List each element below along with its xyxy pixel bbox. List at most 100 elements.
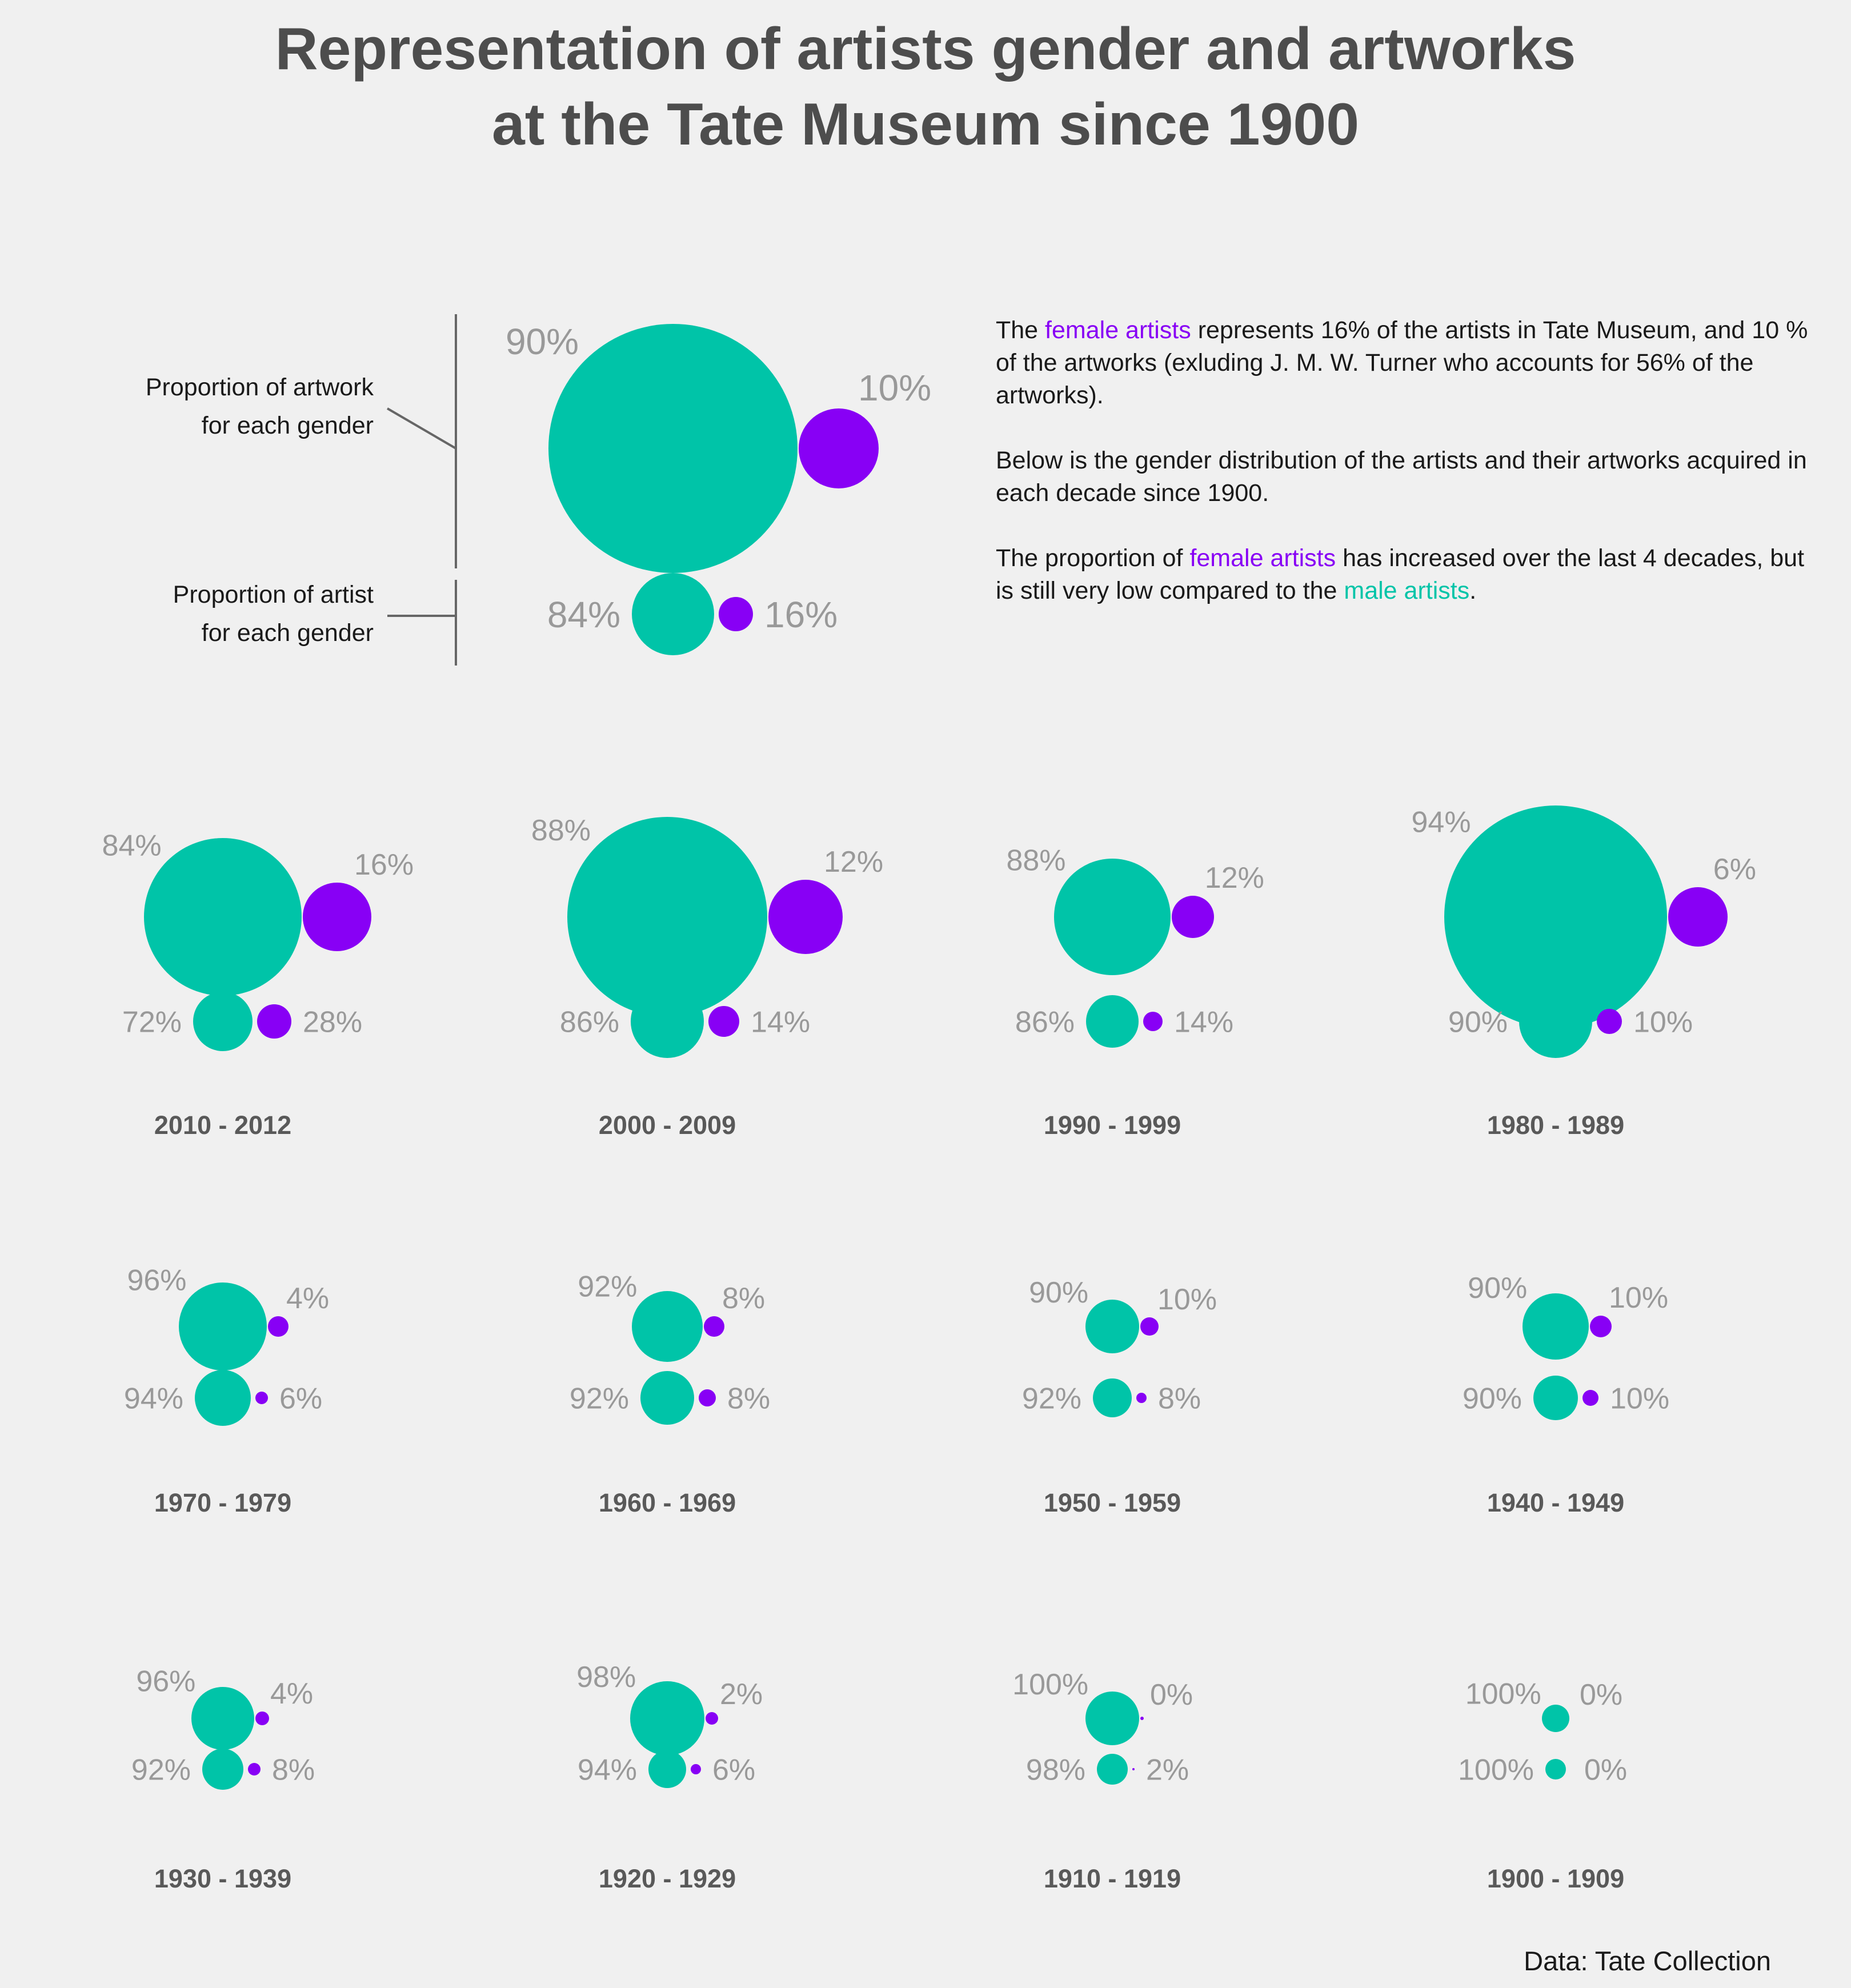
decade-0-artwork-female-label: 16% [354, 848, 414, 881]
decade-0-artwork-female-bubble [303, 883, 371, 951]
decade-8-artwork-male-bubble [191, 1687, 254, 1750]
decade-9-period-label: 1920 - 1929 [599, 1864, 736, 1893]
decade-2-artist-female-bubble [1143, 1012, 1163, 1031]
legend-bracket-artwork-pointer [386, 407, 457, 450]
desc-text: has increased over the last 4 decades, b… [996, 544, 1805, 604]
decade-0-artwork-male-bubble [144, 838, 302, 996]
legend-artwork-label: Proportion of artwork for each gender [31, 368, 374, 445]
decade-2-artwork-male-bubble [1054, 859, 1171, 975]
decade-4-artwork-female-label: 4% [286, 1282, 329, 1315]
overall-artwork-male-bubble [548, 324, 798, 573]
overall-artwork-female-label: 10% [858, 367, 931, 408]
decade-1-artist-male-label: 86% [560, 1006, 619, 1039]
decade-1-artist-female-bubble [708, 1006, 739, 1037]
decade-1-artwork-female-bubble [768, 880, 843, 954]
legend-artist-line-1: Proportion of artist [173, 581, 374, 608]
decade-6-artist-male-bubble [1093, 1378, 1132, 1417]
decade-5-artwork-male-label: 92% [578, 1270, 637, 1303]
legend-brackets [386, 314, 457, 666]
decade-10-artwork-male-label: 100% [1012, 1668, 1088, 1701]
decade-8-artwork-female-bubble [255, 1712, 269, 1725]
decade-5-artwork-female-bubble [704, 1316, 724, 1337]
decade-9-artist-female-bubble [691, 1764, 701, 1774]
decade-7-artist-male-label: 90% [1463, 1382, 1522, 1416]
decade-6-artist-male-label: 92% [1022, 1382, 1081, 1416]
decade-11-artist-male-label: 100% [1458, 1754, 1534, 1787]
decade-1-artwork-female-label: 12% [824, 845, 883, 879]
decade-2-artwork-male-label: 88% [1006, 844, 1065, 877]
decade-10-artist-female-bubble [1132, 1768, 1135, 1770]
decade-8-artist-male-bubble [202, 1749, 243, 1790]
decade-9-artist-male-bubble [648, 1750, 686, 1788]
description-paragraph-3: The proportion of female artists has inc… [996, 542, 1824, 607]
legend-artwork-line-2: for each gender [201, 412, 374, 439]
overall-artwork-male-label: 90% [506, 321, 579, 362]
decade-4-artwork-female-bubble [268, 1316, 289, 1337]
decade-8-artwork-male-label: 96% [136, 1665, 195, 1698]
decade-6-artwork-male-bubble [1085, 1300, 1139, 1353]
decade-7-period-label: 1940 - 1949 [1487, 1488, 1624, 1517]
overall-artist-female-label: 16% [764, 594, 838, 635]
decade-0-artist-male-label: 72% [122, 1006, 182, 1039]
decade-2-artwork-female-bubble [1172, 896, 1214, 938]
decade-11-artwork-female-label: 0% [1580, 1678, 1622, 1712]
decade-0-artist-female-label: 28% [303, 1006, 362, 1039]
decade-4-period-label: 1970 - 1979 [154, 1488, 291, 1517]
decade-3-artist-male-bubble [1519, 985, 1592, 1058]
overall-artist-female-bubble [719, 597, 753, 631]
decade-3-artwork-male-label: 94% [1412, 806, 1471, 839]
decade-3-artist-female-label: 10% [1633, 1006, 1693, 1039]
decade-2-period-label: 1990 - 1999 [1044, 1111, 1181, 1140]
decade-8-artwork-female-label: 4% [270, 1677, 313, 1710]
decade-9-artwork-female-bubble [706, 1712, 718, 1725]
decade-7-artist-female-label: 10% [1610, 1382, 1669, 1416]
decade-8-period-label: 1930 - 1939 [154, 1864, 291, 1893]
decade-0-artist-male-bubble [193, 992, 253, 1051]
decade-10-artwork-male-bubble [1085, 1692, 1139, 1745]
decade-3-artwork-female-bubble [1668, 887, 1728, 947]
decade-0-artwork-male-label: 84% [102, 829, 162, 863]
decade-11-artist-male-bubble [1545, 1759, 1566, 1779]
decade-2-artist-male-label: 86% [1015, 1006, 1075, 1039]
decade-5-artist-female-label: 8% [727, 1382, 770, 1416]
decade-10-artist-male-bubble [1097, 1754, 1128, 1785]
decade-1-period-label: 2000 - 2009 [599, 1111, 736, 1140]
description-paragraph-2: Below is the gender distribution of the … [996, 447, 1807, 507]
decade-6-artwork-male-label: 90% [1029, 1276, 1088, 1309]
decade-5-period-label: 1960 - 1969 [599, 1488, 736, 1517]
decade-6-artwork-female-label: 10% [1157, 1283, 1217, 1316]
decade-5-artwork-male-bubble [632, 1291, 703, 1362]
decade-4-artist-female-bubble [255, 1392, 268, 1404]
title-line-2: at the Tate Museum since 1900 [491, 91, 1360, 158]
decade-10-artist-male-label: 98% [1026, 1754, 1085, 1787]
decade-4-artwork-male-label: 96% [127, 1264, 186, 1297]
decade-9-artwork-female-label: 2% [720, 1678, 763, 1711]
decade-9-artwork-male-bubble [630, 1681, 704, 1755]
decade-6-period-label: 1950 - 1959 [1044, 1488, 1181, 1517]
decade-9-artist-male-label: 94% [578, 1754, 637, 1787]
decade-8-artist-male-label: 92% [131, 1754, 191, 1787]
legend-artist-line-2: for each gender [201, 619, 374, 647]
desc-text: The [996, 316, 1045, 344]
decade-3-artwork-female-label: 6% [1713, 853, 1756, 886]
desc-text: The proportion of [996, 544, 1190, 572]
decade-5-artwork-female-label: 8% [722, 1282, 765, 1315]
decade-9-artwork-male-label: 98% [576, 1661, 636, 1694]
decade-7-artwork-female-label: 10% [1609, 1281, 1668, 1314]
legend-artwork-line-1: Proportion of artwork [145, 374, 374, 401]
decade-3-artist-female-bubble [1597, 1009, 1622, 1034]
decade-6-artist-female-bubble [1136, 1393, 1147, 1403]
chart-title: Representation of artists gender and art… [0, 11, 1851, 162]
decade-4-artist-female-label: 6% [279, 1382, 322, 1416]
decade-8-artist-female-bubble [248, 1763, 261, 1775]
desc-text: . [1469, 577, 1477, 604]
decade-4-artist-male-bubble [195, 1370, 251, 1426]
decade-7-artwork-male-bubble [1523, 1293, 1589, 1360]
male-artists-highlight: male artists [1344, 577, 1470, 604]
female-artists-highlight: female artists [1189, 544, 1336, 572]
decade-8-artist-female-label: 8% [272, 1754, 315, 1787]
decade-6-artist-female-label: 8% [1158, 1382, 1201, 1416]
female-artists-highlight: female artists [1045, 316, 1191, 344]
decade-7-artist-female-bubble [1582, 1390, 1598, 1406]
